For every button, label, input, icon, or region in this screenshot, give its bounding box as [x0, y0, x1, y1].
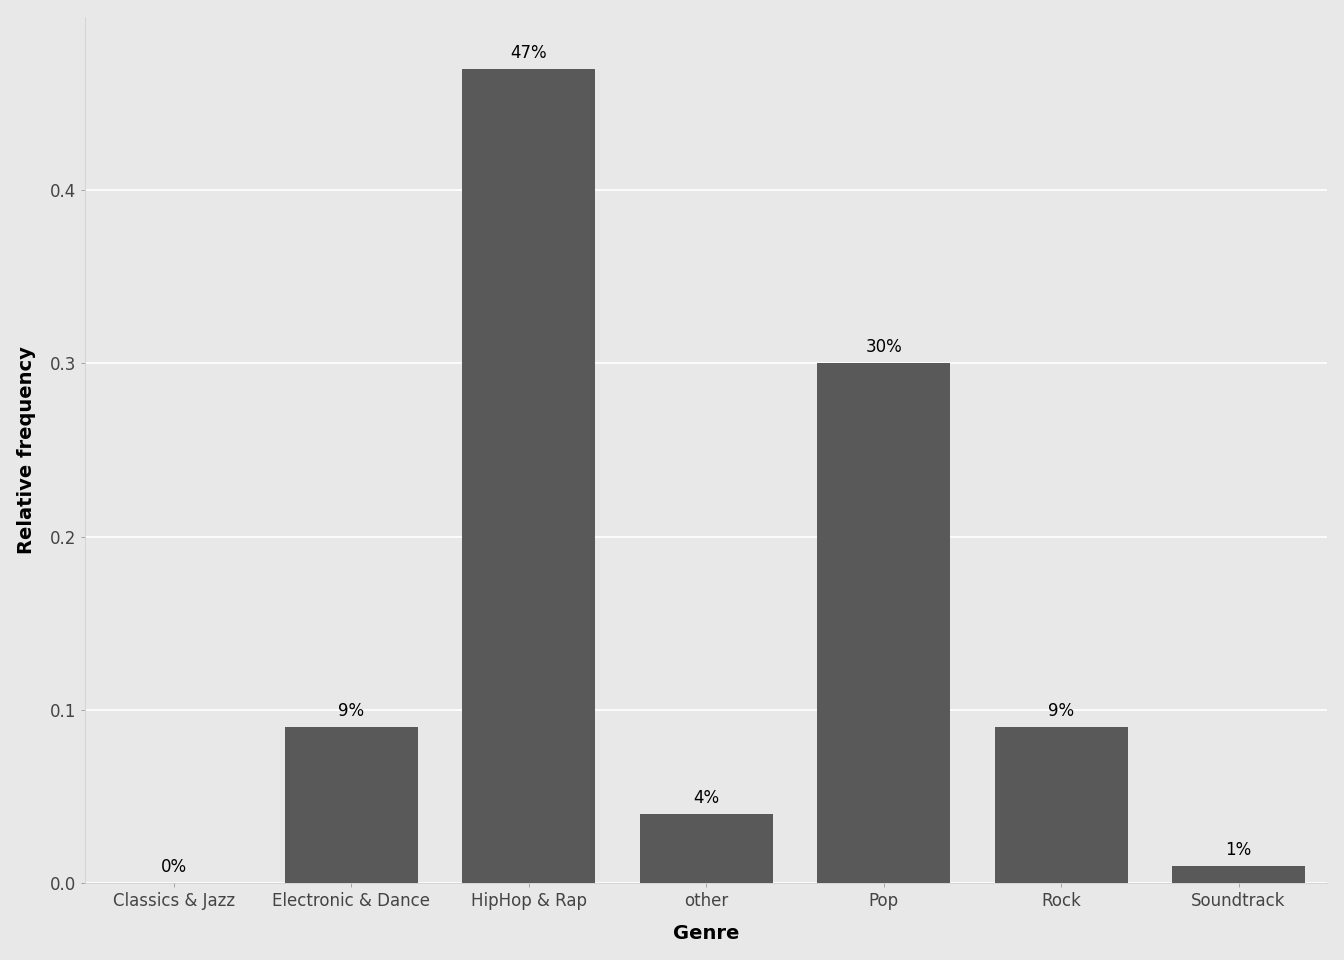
Bar — [640, 814, 773, 883]
Bar — [817, 364, 950, 883]
Text: 9%: 9% — [339, 703, 364, 720]
Bar — [995, 728, 1128, 883]
Text: 1%: 1% — [1226, 841, 1251, 859]
Bar — [1172, 866, 1305, 883]
Bar — [285, 728, 418, 883]
Text: 0%: 0% — [161, 858, 187, 876]
Y-axis label: Relative frequency: Relative frequency — [16, 347, 36, 554]
X-axis label: Genre: Genre — [673, 924, 739, 944]
Text: 4%: 4% — [694, 789, 719, 807]
Bar — [462, 69, 595, 883]
Text: 9%: 9% — [1048, 703, 1074, 720]
Text: 47%: 47% — [511, 44, 547, 61]
Text: 30%: 30% — [866, 339, 902, 356]
